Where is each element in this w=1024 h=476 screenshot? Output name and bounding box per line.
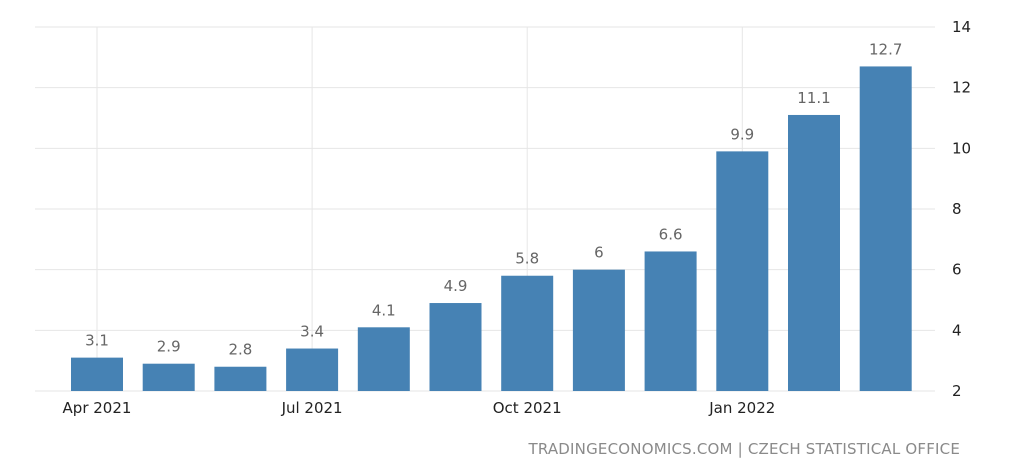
- y-tick-label: 14: [952, 18, 971, 36]
- data-label: 3.4: [300, 323, 324, 341]
- data-label: 4.1: [372, 301, 396, 319]
- x-tick-label: Jan 2022: [708, 399, 775, 417]
- bar-dec-2021[interactable]: [644, 251, 697, 391]
- y-tick-label: 10: [952, 139, 971, 157]
- x-tick-label: Jul 2021: [281, 399, 343, 417]
- y-axis-ticks: 2 4 6 8 10 12 14: [952, 18, 971, 400]
- data-label: 5.8: [515, 250, 539, 268]
- y-tick-label: 8: [952, 200, 962, 218]
- bar-aug-2021[interactable]: [357, 327, 410, 391]
- data-label: 6: [594, 244, 604, 262]
- bar-jul-2021[interactable]: [286, 348, 339, 391]
- bar-oct-2021[interactable]: [501, 275, 554, 391]
- y-tick-label: 4: [952, 321, 962, 339]
- bar-feb-2022[interactable]: [788, 114, 840, 391]
- bar-mar-2022[interactable]: [859, 66, 912, 391]
- data-label: 4.9: [444, 277, 468, 295]
- y-tick-label: 2: [952, 382, 962, 400]
- bars-group: [71, 66, 912, 391]
- bar-apr-2021[interactable]: [71, 357, 123, 391]
- source-attribution: TRADINGECONOMICS.COM | CZECH STATISTICAL…: [528, 440, 960, 458]
- data-label: 3.1: [85, 332, 109, 350]
- data-label: 12.7: [869, 40, 902, 58]
- bar-sep-2021[interactable]: [429, 303, 482, 391]
- data-label: 2.9: [157, 338, 181, 356]
- data-label: 11.1: [797, 89, 830, 107]
- bar-may-2021[interactable]: [142, 363, 195, 391]
- bar-jun-2021[interactable]: [214, 366, 267, 391]
- x-tick-label: Apr 2021: [63, 399, 132, 417]
- bar-jan-2022[interactable]: [716, 151, 769, 391]
- y-tick-label: 6: [952, 261, 962, 279]
- bar-nov-2021[interactable]: [572, 269, 625, 391]
- data-labels-group: 3.1 2.9 2.8 3.4 4.1 4.9 5.8 6 6.6 9.9 11.1 12.7: [85, 40, 902, 358]
- x-tick-label: Oct 2021: [493, 399, 562, 417]
- data-label: 2.8: [228, 341, 252, 359]
- y-tick-label: 12: [952, 79, 971, 97]
- x-axis-ticks: Apr 2021 Jul 2021 Oct 2021 Jan 2022: [63, 399, 776, 417]
- data-label: 9.9: [730, 125, 754, 143]
- data-label: 6.6: [659, 225, 683, 243]
